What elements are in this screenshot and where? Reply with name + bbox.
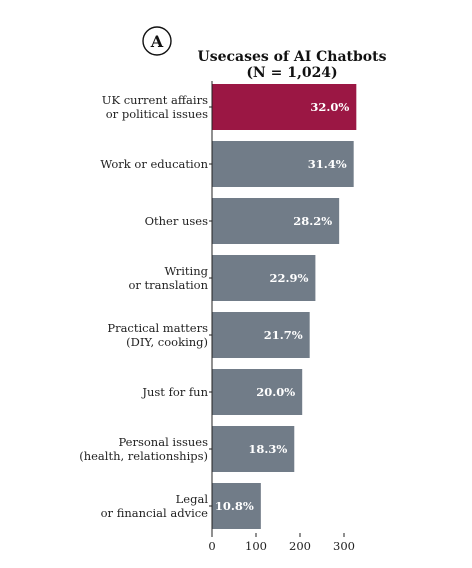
category-label: Personal issues <box>118 435 208 449</box>
category-label: Writing <box>164 264 208 278</box>
bar <box>212 312 310 358</box>
bar <box>212 426 295 472</box>
chart-title-line-2: (N = 1,024) <box>246 65 337 81</box>
bar-value-label: 32.0% <box>310 100 349 114</box>
bar <box>212 483 261 529</box>
category-label: Work or education <box>100 157 208 171</box>
bar-value-label: 28.2% <box>293 214 332 228</box>
bar-value-label: 20.0% <box>256 385 295 399</box>
bar-value-label: 21.7% <box>264 328 303 342</box>
bar <box>212 198 340 244</box>
bar <box>212 141 354 187</box>
y-axis-ticks <box>209 106 212 507</box>
x-tick-label: 0 <box>208 539 215 553</box>
axes: 0 100 200 300 <box>208 81 355 553</box>
category-label: (DIY, cooking) <box>126 335 208 349</box>
category-label: Other uses <box>145 214 209 228</box>
category-label: or financial advice <box>101 506 209 520</box>
bar-value-label: 31.4% <box>308 157 347 171</box>
chart-title: Usecases of AI Chatbots (N = 1,024) <box>198 49 387 81</box>
bar-value-label: 10.8% <box>215 499 254 513</box>
x-tick-label: 300 <box>333 539 355 553</box>
category-label: Legal <box>176 492 209 506</box>
bar-value-label: 18.3% <box>248 442 287 456</box>
panel-label-circle <box>142 26 172 56</box>
x-axis-ticks: 0 100 200 300 <box>208 533 355 553</box>
category-label: or translation <box>128 278 208 292</box>
chart-title-line-1: Usecases of AI Chatbots <box>198 49 387 65</box>
category-label: Practical matters <box>107 321 208 335</box>
bar <box>212 255 316 301</box>
bar <box>212 369 303 415</box>
category-label: (health, relationships) <box>79 449 208 463</box>
panel-label: A <box>142 26 172 56</box>
category-label: or political issues <box>106 107 208 121</box>
bar-value-label: 22.9% <box>269 271 308 285</box>
x-tick-label: 200 <box>289 539 311 553</box>
value-labels: 32.0% 31.4% 28.2% 22.9% 21.7% 20.0% 18.3% 10.8% <box>215 100 349 513</box>
x-tick-label: 100 <box>245 539 267 553</box>
category-label: Just for fun <box>141 385 208 399</box>
bar <box>212 84 357 130</box>
category-label: UK current affairs <box>102 93 208 107</box>
panel-label-letter: A <box>150 32 164 51</box>
bars-layer <box>212 84 357 529</box>
